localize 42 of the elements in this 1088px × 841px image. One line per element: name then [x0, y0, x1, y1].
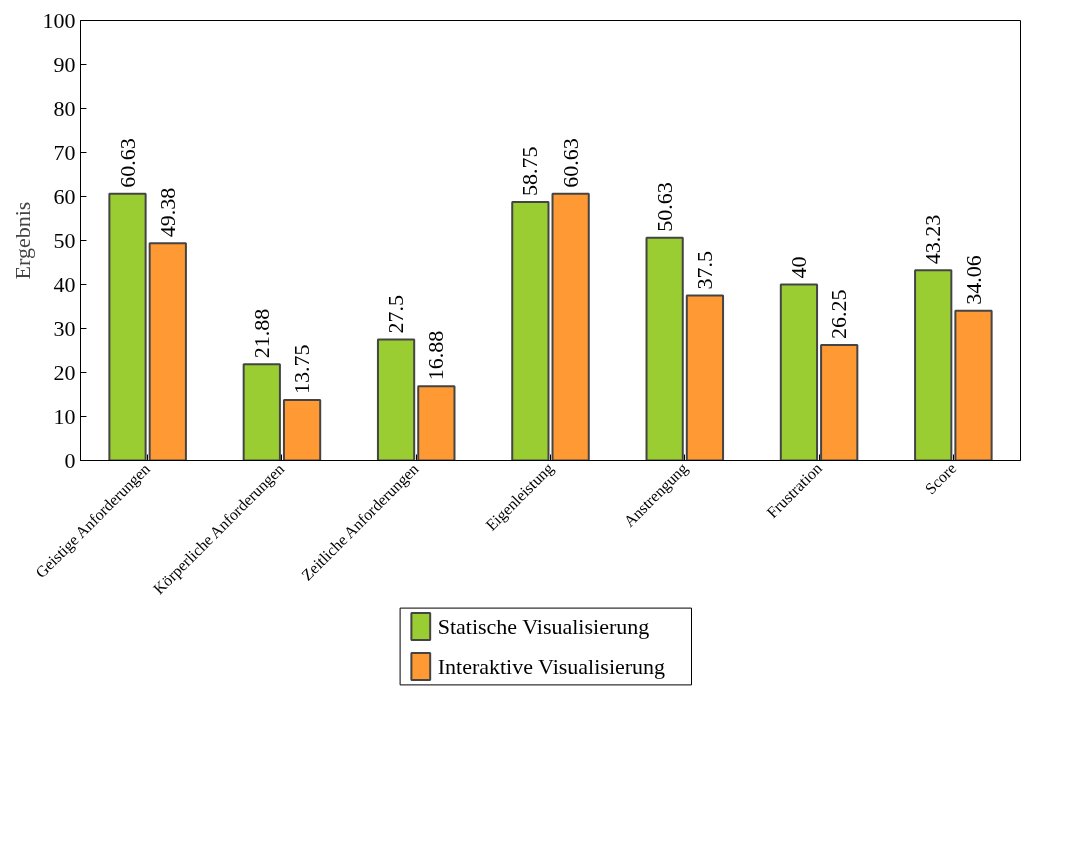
bar — [417, 385, 456, 461]
bar — [914, 269, 953, 461]
y-tick-label: 50 — [53, 227, 76, 253]
legend-label: Interaktive Visualisierung — [437, 654, 666, 679]
bar — [645, 236, 684, 461]
bar — [954, 309, 993, 461]
y-tick-label: 20 — [53, 359, 76, 385]
data-label: 40 — [785, 256, 811, 279]
bar — [779, 283, 819, 461]
y-tick-label: 30 — [53, 315, 76, 341]
data-label: 16.88 — [423, 330, 449, 381]
bar — [685, 294, 725, 461]
y-tick-label: 0 — [64, 447, 76, 473]
data-label: 37.5 — [691, 251, 717, 290]
data-label: 27.5 — [383, 295, 409, 334]
y-tick-label: 40 — [53, 271, 76, 297]
bar — [282, 399, 322, 461]
legend-label: Statische Visualisierung — [437, 614, 650, 639]
data-label: 60.63 — [557, 138, 583, 188]
bar — [148, 242, 187, 461]
bar — [108, 192, 147, 461]
y-tick-label: 10 — [53, 403, 76, 429]
y-tick-label: 100 — [42, 7, 76, 33]
data-label: 34.06 — [960, 255, 986, 305]
data-label: 21.88 — [248, 308, 274, 359]
y-axis-title: Ergebnis — [9, 201, 35, 280]
bar — [511, 201, 550, 461]
y-tick-label: 60 — [53, 183, 76, 209]
bar — [376, 338, 416, 461]
data-label: 50.63 — [651, 182, 677, 232]
y-tick-label: 70 — [53, 139, 76, 165]
y-tick-label: 80 — [53, 95, 76, 121]
data-label: 49.38 — [154, 187, 180, 238]
bar — [820, 344, 859, 461]
y-tick-label: 90 — [53, 51, 76, 77]
data-label: 60.63 — [114, 138, 140, 188]
bar — [551, 192, 590, 461]
data-label: 43.23 — [920, 214, 946, 265]
bar — [242, 363, 281, 461]
data-label: 26.25 — [826, 289, 852, 339]
data-label: 58.75 — [517, 146, 543, 196]
data-label: 13.75 — [289, 344, 315, 394]
